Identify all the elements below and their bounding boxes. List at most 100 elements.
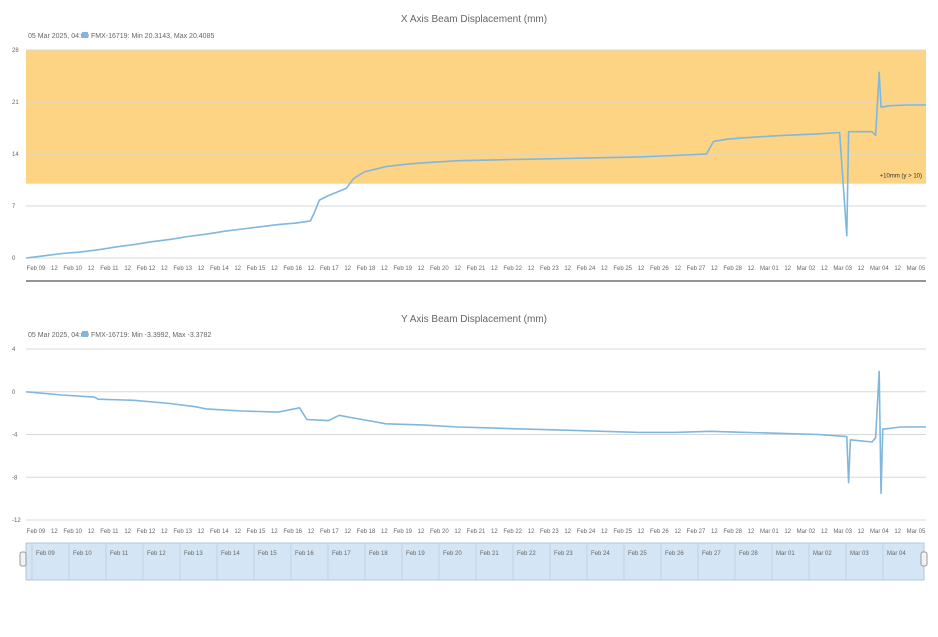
x-tick-label: Feb 28 [723, 529, 742, 535]
x-tick-label: Mar 02 [797, 266, 816, 272]
x-tick-label: Feb 26 [650, 529, 669, 535]
x-legend-label[interactable]: FMX-16719: Min 20.3143, Max 20.4085 [91, 33, 214, 40]
x-tick-label: Feb 19 [393, 266, 412, 272]
x-tick-label: 12 [748, 529, 755, 535]
x-tick-label: 12 [51, 529, 58, 535]
x-tick-label: 12 [601, 529, 608, 535]
x-tick-label: 12 [308, 529, 315, 535]
navigator-label: Feb 13 [184, 551, 203, 557]
series-line[interactable] [25, 370, 926, 495]
navigator[interactable]: Feb 09 Feb 10 Feb 11 Feb 12 Feb 13 Feb 14 Feb … [19, 542, 928, 581]
x-tick-label: Mar 01 [760, 266, 779, 272]
x-tick-label: Feb 09 [27, 529, 46, 535]
x-tick-label: 12 [491, 266, 498, 272]
x-tick-label: Feb 19 [393, 529, 412, 535]
x-tick-label: Feb 14 [210, 266, 229, 272]
navigator-label: Mar 04 [887, 551, 906, 557]
x-chart-title: X Axis Beam Displacement (mm) [401, 14, 547, 25]
navigator-handle-left[interactable] [19, 551, 27, 567]
navigator-label: Feb 09 [36, 551, 55, 557]
navigator-label: Feb 18 [369, 551, 388, 557]
x-chart: X Axis Beam Displacement (mm) 05 Mar 202… [12, 14, 926, 282]
x-tick-label: Feb 15 [247, 529, 266, 535]
navigator-label: Feb 12 [147, 551, 166, 557]
x-tick-label: Mar 05 [907, 266, 926, 272]
x-tick-label: Feb 28 [723, 266, 742, 272]
navigator-label: Feb 25 [628, 551, 647, 557]
x-tick-label: 12 [821, 529, 828, 535]
y-legend-swatch[interactable] [82, 331, 88, 337]
x-tick-label: 12 [88, 266, 95, 272]
x-tick-label: Feb 18 [357, 529, 376, 535]
x-tick-label: Feb 12 [137, 529, 156, 535]
x-tick-label: 12 [344, 529, 351, 535]
x-tick-label: Feb 26 [650, 266, 669, 272]
series-line[interactable] [25, 71, 926, 259]
x-tick-label: 12 [858, 266, 865, 272]
x-tick-label: 12 [51, 266, 58, 272]
x-tick-label: 12 [454, 529, 461, 535]
y-chart-series[interactable] [25, 370, 926, 495]
navigator-label: Feb 10 [73, 551, 92, 557]
x-tick-label: Feb 11 [100, 266, 119, 272]
x-tick-label: Feb 12 [137, 266, 156, 272]
x-chart-info-date: 05 Mar 2025, 04:00 [28, 33, 89, 40]
x-tick-label: 12 [528, 529, 535, 535]
x-tick-label: Feb 15 [247, 266, 266, 272]
x-tick-label: Feb 27 [687, 529, 706, 535]
y-tick-label: 14 [12, 152, 19, 158]
x-tick-label: 12 [161, 529, 168, 535]
threshold-band-label: +10mm (y > 10) [880, 174, 922, 180]
x-chart-x-ticks: Feb 09 12 Feb 10 12 Feb 11 12 Feb 12 12 Feb 13 12… [27, 266, 926, 272]
x-tick-label: Feb 16 [283, 266, 302, 272]
x-tick-label: Mar 05 [907, 529, 926, 535]
x-tick-label: Feb 23 [540, 266, 559, 272]
x-tick-label: 12 [674, 529, 681, 535]
x-tick-label: Mar 04 [870, 266, 889, 272]
x-tick-label: Feb 21 [467, 266, 486, 272]
x-tick-label: 12 [198, 266, 205, 272]
navigator-labels: Feb 09 Feb 10 Feb 11 Feb 12 Feb 13 Feb 14 Feb … [31, 543, 906, 580]
x-tick-label: 12 [674, 266, 681, 272]
x-tick-label: 12 [124, 529, 131, 535]
navigator-label: Feb 28 [739, 551, 758, 557]
x-tick-label: Feb 20 [430, 266, 449, 272]
y-tick-label: -4 [12, 433, 18, 439]
x-tick-label: Feb 17 [320, 529, 339, 535]
x-tick-label: Feb 23 [540, 529, 559, 535]
x-tick-label: Feb 10 [63, 529, 82, 535]
x-tick-label: 12 [601, 266, 608, 272]
x-tick-label: 12 [528, 266, 535, 272]
navigator-label: Feb 15 [258, 551, 277, 557]
x-tick-label: 12 [858, 529, 865, 535]
x-tick-label: Feb 14 [210, 529, 229, 535]
navigator-handle-right[interactable] [920, 551, 928, 567]
x-tick-label: Feb 13 [173, 529, 192, 535]
x-tick-label: Feb 09 [27, 266, 46, 272]
navigator-label: Feb 26 [665, 551, 684, 557]
x-legend-swatch[interactable] [82, 32, 88, 38]
x-tick-label: 12 [198, 529, 205, 535]
y-chart: Y Axis Beam Displacement (mm) 05 Mar 202… [12, 314, 926, 535]
x-tick-label: 12 [418, 529, 425, 535]
y-chart-gridlines [26, 348, 926, 521]
x-tick-label: 12 [894, 529, 901, 535]
y-chart-y-ticks: -12 -8 -4 0 4 [12, 347, 21, 524]
navigator-label: Mar 01 [776, 551, 795, 557]
y-tick-label: 4 [12, 347, 16, 353]
x-tick-label: 12 [491, 529, 498, 535]
navigator-label: Feb 19 [406, 551, 425, 557]
navigator-range[interactable] [25, 542, 925, 581]
navigator-label: Feb 24 [591, 551, 610, 557]
x-chart-series[interactable] [25, 71, 926, 259]
x-tick-label: 12 [748, 266, 755, 272]
navigator-label: Feb 20 [443, 551, 462, 557]
x-tick-label: Feb 11 [100, 529, 119, 535]
navigator-label: Mar 02 [813, 551, 832, 557]
x-tick-label: Feb 17 [320, 266, 339, 272]
x-tick-label: 12 [894, 266, 901, 272]
y-legend-label[interactable]: FMX-16719: Min -3.3992, Max -3.3782 [91, 332, 211, 339]
x-tick-label: 12 [381, 529, 388, 535]
x-tick-label: Feb 27 [687, 266, 706, 272]
